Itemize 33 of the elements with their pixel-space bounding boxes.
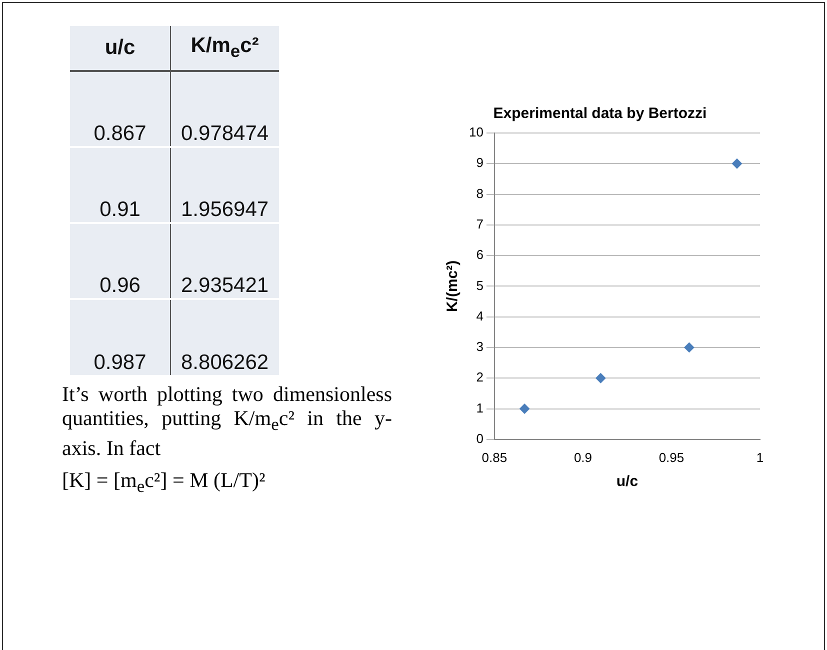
point: [732, 158, 742, 169]
point: [520, 404, 530, 414]
y-tick-label: 8: [476, 186, 484, 201]
y-axis-title: K/(mc²): [444, 260, 462, 312]
text: u/c: [70, 25, 170, 71]
y-tick-label: 5: [476, 278, 484, 293]
text: K/m$_{e}$c²: [170, 25, 279, 71]
text: 0.96: [70, 223, 170, 299]
y-tick-label: 9: [476, 155, 484, 170]
y-tick-label: 7: [476, 216, 484, 232]
point: [684, 342, 694, 352]
text: 2.935421: [170, 223, 279, 299]
y-tick-label: 0: [476, 430, 484, 446]
x-tick-label: 1: [756, 450, 764, 465]
x-axis-title: u/c: [616, 473, 638, 490]
x-tick-label: 0.85: [482, 450, 508, 465]
text: 0.91: [70, 147, 170, 223]
text: 8.806262: [170, 299, 279, 375]
x-tick-label: 0.95: [658, 450, 684, 465]
chart-title: Experimental data by Bertozzi: [493, 105, 707, 122]
y-tick-label: 2: [476, 370, 484, 385]
text: [K] = [m$_{e}$c²] = M (L/T)²: [62, 468, 266, 498]
point: [596, 373, 606, 384]
text: 0.987: [70, 299, 170, 375]
text: 0.867: [70, 71, 170, 147]
text: 1.956947: [170, 147, 279, 223]
y-tick-label: 10: [468, 124, 484, 140]
text: 0.978474: [170, 71, 279, 147]
y-tick-label: 4: [476, 308, 484, 324]
y-tick-label: 6: [476, 247, 484, 262]
y-tick-label: 3: [476, 339, 484, 354]
y-tick-label: 1: [476, 400, 484, 416]
x-tick-label: 0.9: [574, 450, 592, 465]
